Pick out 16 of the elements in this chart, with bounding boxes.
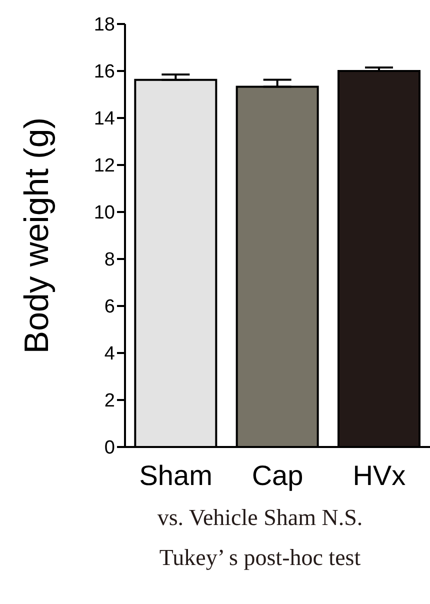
- x-tick-label: HVx: [352, 460, 406, 491]
- y-tick-label: 18: [94, 14, 115, 36]
- y-tick-label: 2: [104, 390, 115, 412]
- y-tick-label: 12: [94, 156, 115, 177]
- y-tick-label: 16: [94, 62, 115, 83]
- y-tick-label: 4: [104, 344, 116, 365]
- y-tick-label: 14: [94, 108, 116, 130]
- text: Tukey’ s post-hoc test: [158, 545, 362, 571]
- text: vs. Vehicle Sham N.S.: [156, 505, 364, 531]
- y-tick-label: 6: [104, 296, 115, 318]
- y-tick-label: 0: [104, 438, 115, 459]
- x-tick-label: Cap: [252, 460, 304, 491]
- y-tick-label: 10: [94, 202, 115, 224]
- y-axis-title: Body weight (g): [18, 117, 56, 354]
- y-tick-label: 8: [104, 250, 115, 271]
- x-tick-label: Sham: [139, 460, 212, 491]
